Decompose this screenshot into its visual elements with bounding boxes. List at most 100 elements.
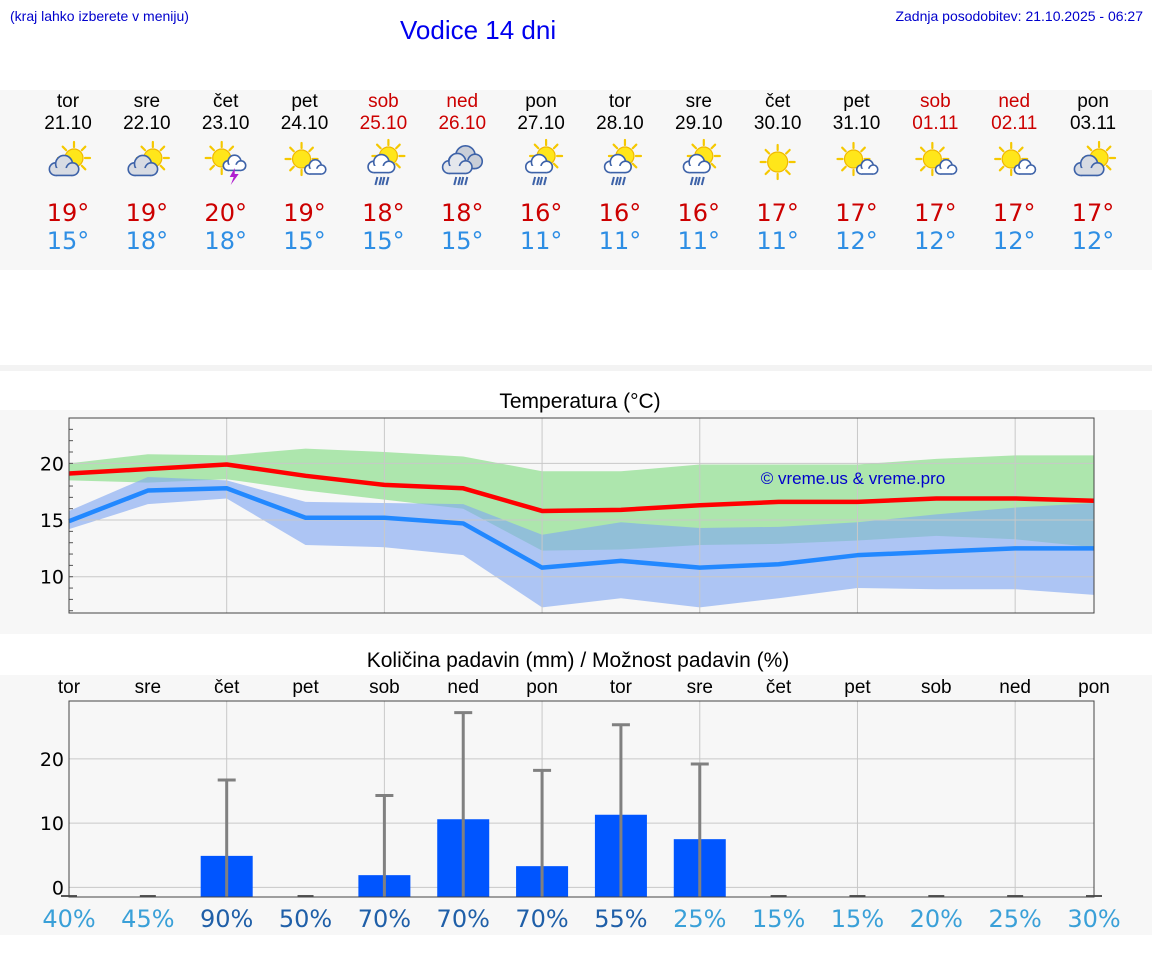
precip-probability: 20%: [910, 905, 963, 933]
sun-ray: [1086, 145, 1093, 152]
sun-ray: [1105, 164, 1112, 171]
raindrop: [617, 176, 622, 186]
raindrop: [381, 176, 386, 186]
day-date: 24.10: [281, 113, 329, 134]
x-tick-label: pon: [526, 677, 558, 698]
day-name: ned: [998, 91, 1030, 112]
y-tick-label: 0: [52, 877, 64, 899]
watermark: © vreme.us & vreme.pro: [761, 469, 945, 488]
raindrop: [536, 176, 541, 186]
day-name: pon: [1077, 91, 1109, 112]
sun-ray: [159, 164, 166, 171]
x-tick-label: čet: [766, 677, 792, 698]
day-name: ned: [446, 91, 478, 112]
section-divider: [0, 365, 1152, 371]
last-updated: Zadnja posodobitev: 21.10.2025 - 06:27: [895, 8, 1143, 24]
sun-ray: [998, 146, 1005, 153]
sun-cloud-rain-icon: [603, 138, 643, 186]
sun-ray: [939, 146, 945, 153]
sun-ray: [631, 162, 638, 169]
sun-ray: [764, 169, 771, 176]
raindrop: [693, 176, 698, 186]
x-tick-label: ned: [999, 677, 1031, 698]
cloud-body: [309, 168, 322, 174]
sun-disc: [922, 149, 942, 169]
raindrop: [700, 176, 705, 186]
precip-probability: 25%: [988, 905, 1041, 933]
high-temp: 17°: [993, 199, 1036, 227]
day-date: 31.10: [833, 113, 881, 134]
x-tick-label: pon: [1078, 677, 1110, 698]
sun-icon: [759, 143, 796, 181]
low-temp: 11°: [520, 227, 563, 255]
sun-ray: [764, 148, 771, 155]
sun-ray: [61, 145, 68, 152]
sun-ray: [375, 143, 382, 150]
precip-probability: 70%: [437, 905, 490, 933]
x-tick-label: sre: [135, 677, 161, 698]
sun-small-cloud-icon: [836, 141, 879, 177]
high-temp: 19°: [126, 199, 169, 227]
x-tick-label: sob: [369, 677, 400, 698]
sun-ray: [80, 164, 87, 171]
precip-probability: 70%: [515, 905, 568, 933]
raindrop: [464, 176, 469, 186]
x-tick-label: tor: [610, 677, 633, 698]
raindrop: [374, 176, 379, 186]
high-temp: 16°: [599, 199, 642, 227]
day-name: čet: [213, 91, 239, 112]
cloud-body: [940, 168, 953, 174]
sun-ray: [919, 165, 926, 172]
day-name: pet: [843, 91, 870, 112]
low-temp: 11°: [756, 227, 799, 255]
day-name: sre: [134, 91, 160, 112]
low-temp: 11°: [599, 227, 642, 255]
day-name: sob: [920, 91, 951, 112]
x-tick-label: sre: [687, 677, 713, 698]
high-temp: 17°: [914, 199, 957, 227]
cloud-body: [373, 165, 389, 173]
sun-ray: [710, 162, 717, 169]
sun-ray: [691, 143, 698, 150]
raindrop: [689, 176, 694, 186]
sun-ray: [395, 162, 401, 169]
high-temp: 18°: [362, 199, 405, 227]
lightning-bolt: [229, 168, 239, 185]
high-temp: 17°: [756, 199, 799, 227]
day-name: čet: [765, 91, 791, 112]
plot-frame: [68, 700, 1095, 898]
day-date: 03.11: [1070, 113, 1116, 134]
x-tick-label: ned: [447, 677, 479, 698]
raindrop: [453, 176, 458, 186]
cloud-body: [531, 165, 547, 173]
day-date: 21.10: [44, 113, 92, 134]
precip-probability: 70%: [358, 905, 411, 933]
y-tick-label: 10: [40, 567, 64, 589]
sun-ray: [998, 165, 1005, 172]
sun-ray: [785, 169, 791, 176]
sun-ray: [785, 148, 791, 155]
cloud-body: [134, 168, 152, 176]
high-temp: 19°: [47, 199, 90, 227]
day-name: pon: [525, 91, 557, 112]
sun-ray: [919, 146, 926, 153]
day-name: tor: [57, 91, 80, 112]
sun-ray: [308, 146, 314, 153]
raindrop: [621, 176, 626, 186]
sun-ray: [1105, 145, 1112, 152]
sun-ray: [841, 146, 847, 153]
y-tick-label: 15: [40, 510, 64, 532]
sun-cloud-rain-icon: [367, 138, 406, 186]
high-temp: 20°: [204, 199, 247, 227]
sun-ray: [552, 143, 559, 150]
cloud-body: [1080, 168, 1098, 176]
low-temp: 15°: [362, 227, 405, 255]
low-temp: 15°: [441, 227, 484, 255]
day-date: 28.10: [596, 113, 644, 134]
sun-ray: [860, 146, 866, 153]
sun-ray: [209, 164, 216, 171]
sun-ray: [552, 162, 559, 169]
sun-ray: [80, 145, 87, 152]
day-date: 23.10: [202, 113, 250, 134]
